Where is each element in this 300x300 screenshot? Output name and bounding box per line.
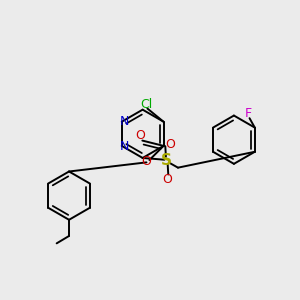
Text: S: S <box>161 153 172 168</box>
Text: N: N <box>119 115 129 128</box>
Text: O: O <box>166 138 176 151</box>
Text: N: N <box>119 140 129 153</box>
Text: O: O <box>141 155 151 168</box>
Text: Cl: Cl <box>140 98 152 111</box>
Text: F: F <box>244 107 252 120</box>
Text: O: O <box>163 173 172 186</box>
Text: O: O <box>135 129 145 142</box>
